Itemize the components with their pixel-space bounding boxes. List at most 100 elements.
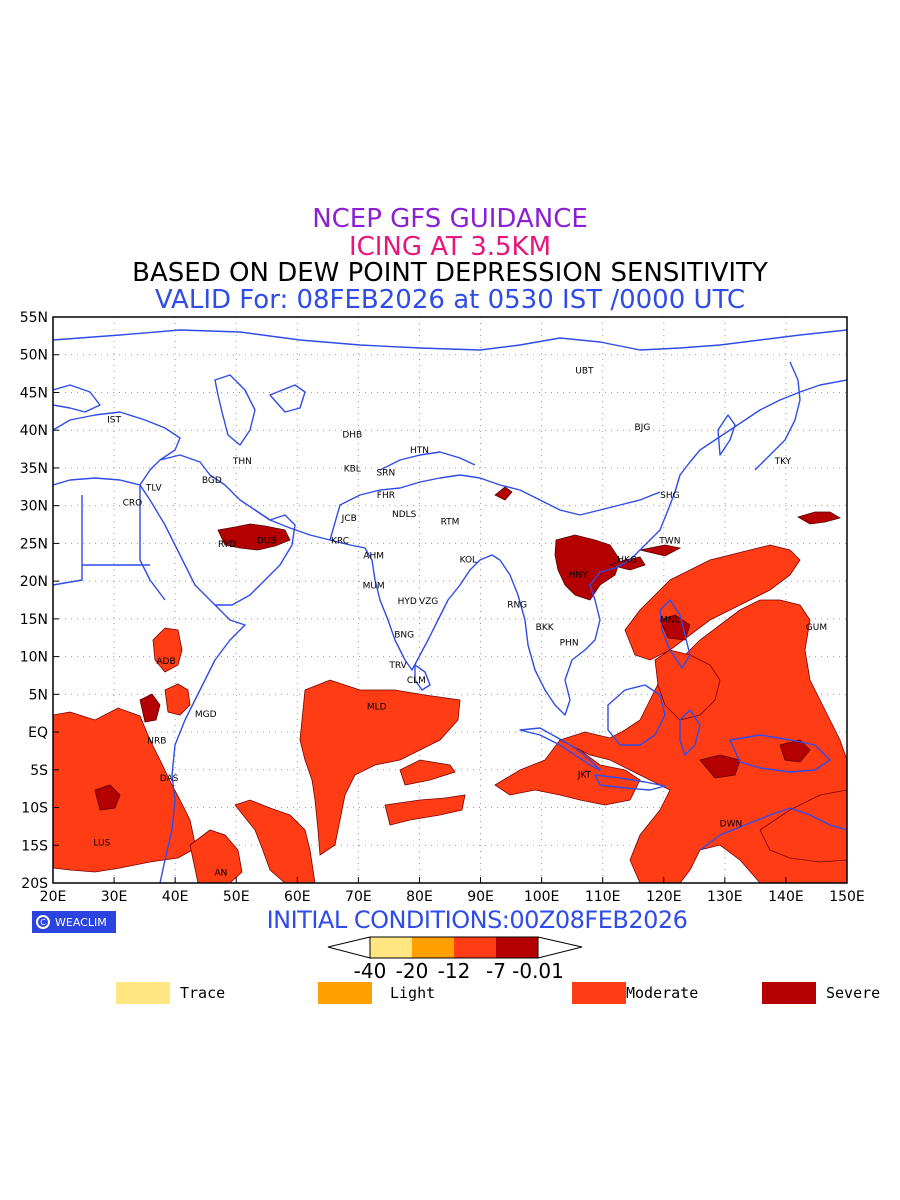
title-line1: NCEP GFS GUIDANCE: [312, 204, 588, 234]
y-tick-label: 20S: [21, 876, 48, 892]
colorbar-right-arrow: [537, 936, 583, 959]
station-ubt: UBT: [575, 367, 594, 377]
y-tick-label: 40N: [20, 423, 48, 439]
x-tick-label: 140E: [768, 889, 804, 905]
coastlines-and-borders: [53, 329, 847, 883]
station-shg: SHG: [660, 491, 679, 501]
y-tick-label: 10S: [21, 801, 48, 817]
y-tick-label: 35N: [20, 461, 48, 477]
weaclim-label: WEACLIM: [55, 915, 107, 929]
y-tick-label: 25N: [20, 536, 48, 552]
y-tick-label: EQ: [28, 725, 48, 741]
x-tick-label: 20E: [40, 889, 67, 905]
station-twn: TWN: [658, 536, 680, 546]
station-das: DAS: [160, 774, 179, 784]
station-rtm: RTM: [441, 518, 460, 528]
colorbar-label: -20: [396, 959, 429, 983]
station-tlv: TLV: [145, 484, 163, 494]
station-trv: TRV: [388, 661, 407, 671]
x-tick-label: 80E: [406, 889, 433, 905]
station-mum: MUM: [363, 582, 385, 592]
station-ist: IST: [107, 416, 121, 426]
colorbar-border: [369, 936, 539, 959]
legend-label-light: Light: [390, 984, 436, 1002]
legend-swatch-moderate: [572, 982, 626, 1004]
station-mnl: MNL: [660, 616, 680, 626]
y-tick-label: 45N: [20, 385, 48, 401]
station-bkk: BKK: [536, 623, 555, 633]
x-tick-label: 50E: [223, 889, 250, 905]
axis-ticks: 20E 30E 40E 50E 60E 70E 80E 90E 100E 110E 120E 130E…: [20, 310, 865, 905]
colorbar-label: -7: [486, 959, 506, 983]
station-phn: PHN: [560, 638, 579, 648]
x-tick-label: 40E: [162, 889, 189, 905]
station-kbl: KBL: [344, 465, 361, 475]
y-tick-label: 5N: [29, 687, 48, 703]
station-nrb: NRB: [147, 736, 166, 746]
station-hkg: HKG: [617, 555, 637, 565]
x-tick-label: 90E: [467, 889, 494, 905]
x-tick-label: 100E: [524, 889, 560, 905]
station-htn: HTN: [410, 446, 429, 456]
station-jcb: JCB: [341, 514, 357, 524]
station-ryd: RYD: [218, 540, 236, 550]
station-ahm: AHM: [363, 551, 384, 561]
colorbar-segment-trace: [370, 937, 412, 958]
y-tick-label: 15S: [21, 838, 48, 854]
station-dub: DUB: [257, 536, 277, 546]
y-tick-label: 5S: [30, 763, 48, 779]
colorbar-segment-light: [412, 937, 454, 958]
station-krc: KRC: [331, 536, 349, 546]
legend-label-trace: Trace: [180, 984, 226, 1002]
icing-areas: [53, 486, 847, 883]
station-rng: RNG: [507, 601, 527, 611]
title-line2: ICING AT 3.5KM: [348, 232, 552, 262]
station-dwn: DWN: [720, 819, 743, 829]
initial-conditions: INITIAL CONDITIONS:00Z08FEB2026: [266, 906, 688, 934]
station-mld: MLD: [367, 702, 387, 712]
weaclim-logo-icon: C: [36, 915, 50, 929]
station-dhb: DHB: [342, 431, 362, 441]
x-tick-label: 110E: [585, 889, 621, 905]
title-line3: BASED ON DEW POINT DEPRESSION SENSITIVIT…: [132, 258, 768, 288]
station-srn: SRN: [377, 468, 396, 478]
legend-label-severe: Severe: [826, 984, 881, 1002]
station-thn: THN: [232, 457, 252, 467]
colorbar-label: -12: [438, 959, 471, 983]
x-tick-label: 30E: [101, 889, 128, 905]
x-tick-label: 70E: [345, 889, 372, 905]
x-tick-label: 130E: [707, 889, 743, 905]
station-bgd: BGD: [202, 476, 222, 486]
legend-swatch-trace: [116, 982, 170, 1004]
y-tick-label: 30N: [20, 499, 48, 515]
station-cro: CRO: [123, 499, 143, 509]
station-hyd: HYD: [398, 597, 417, 607]
station-lus: LUS: [93, 838, 110, 848]
station-kol: KOL: [460, 555, 478, 565]
x-tick-label: 120E: [646, 889, 682, 905]
y-tick-label: 10N: [20, 650, 48, 666]
map-frame: [52, 316, 848, 884]
y-tick-label: 20N: [20, 574, 48, 590]
colorbar-label: -40: [354, 959, 387, 983]
station-clm: CLM: [407, 676, 426, 686]
colorbar: -40 -20 -12 -7 -0.01: [327, 936, 583, 983]
colorbar-segment-severe: [496, 937, 538, 958]
legend-swatch-severe: [762, 982, 816, 1004]
colorbar-left-arrow: [327, 936, 371, 959]
station-ndls: NDLS: [392, 510, 417, 520]
station-an: AN: [215, 868, 228, 878]
colorbar-segment-moderate: [454, 937, 496, 958]
y-tick-label: 15N: [20, 612, 48, 628]
y-tick-label: 55N: [20, 310, 48, 326]
weaclim-badge: C WEACLIM: [32, 911, 116, 933]
legend-label-moderate: Moderate: [626, 984, 699, 1002]
station-bng: BNG: [394, 631, 414, 641]
station-tky: TKY: [774, 457, 792, 467]
colorbar-label: -0.01: [512, 959, 564, 983]
x-tick-label: 150E: [829, 889, 865, 905]
grid-lines: [53, 317, 847, 883]
station-fhr: FHR: [377, 491, 395, 501]
